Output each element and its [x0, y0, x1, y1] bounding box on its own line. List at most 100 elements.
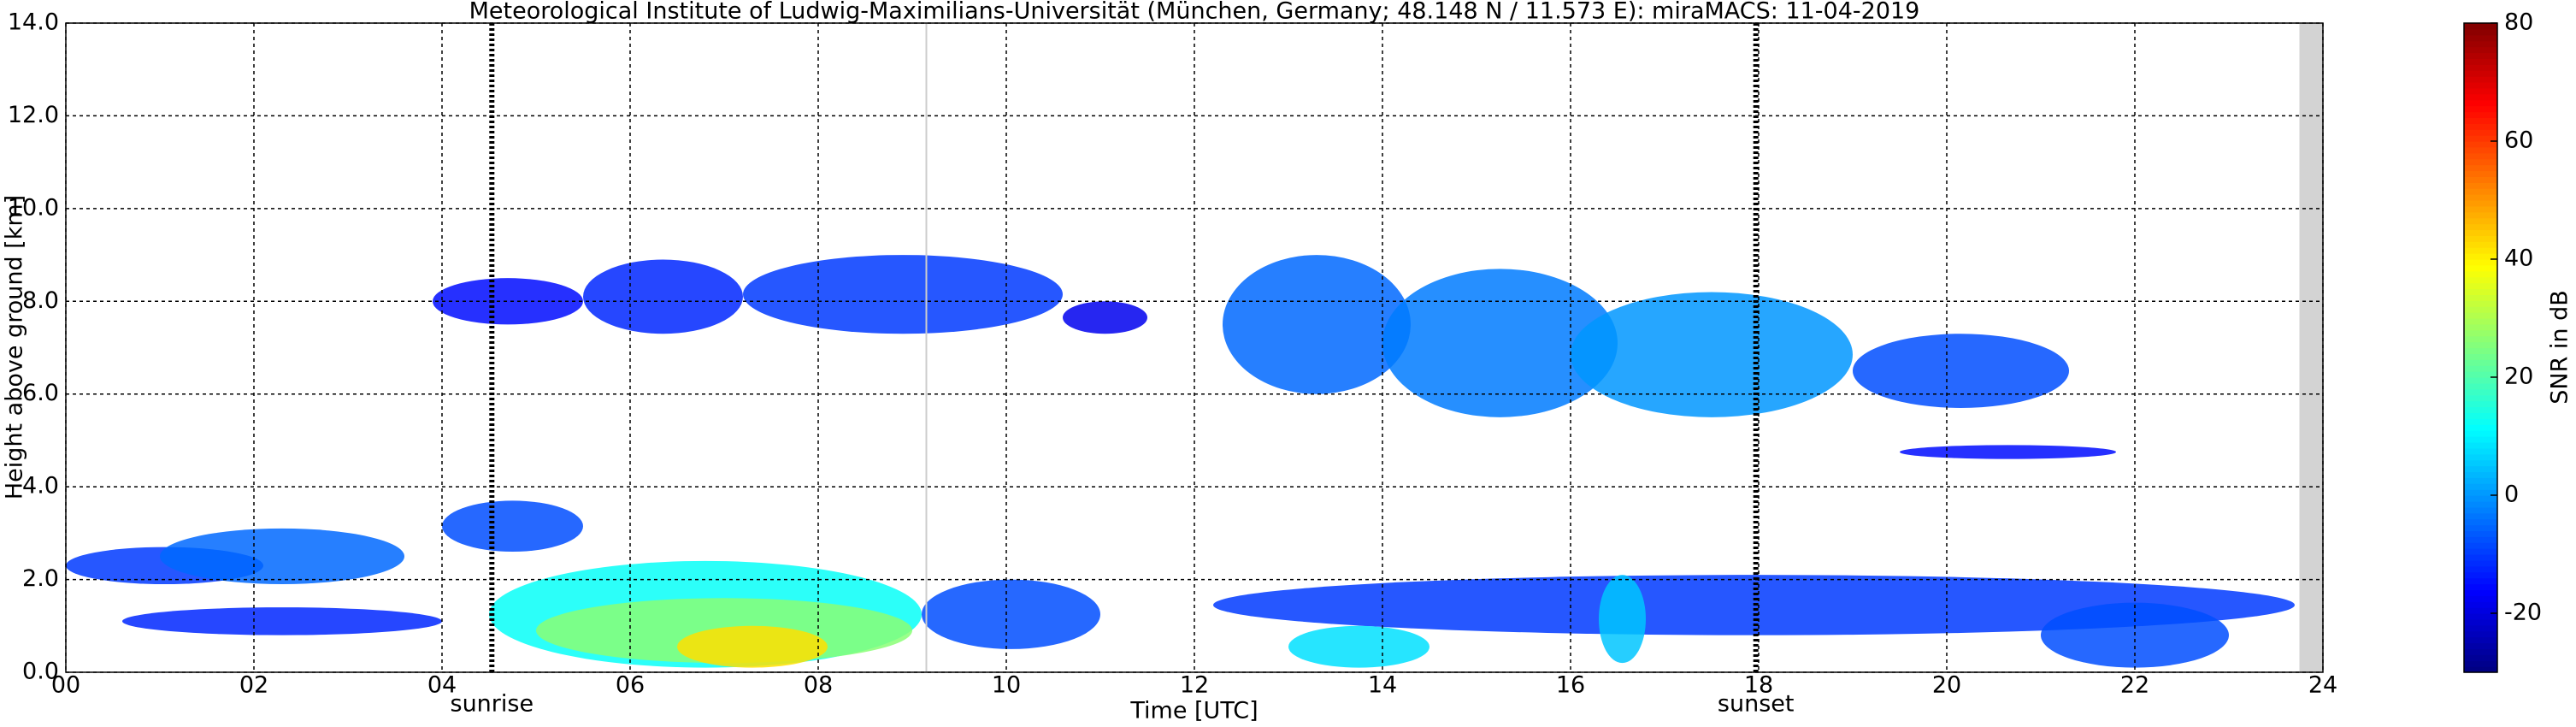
colorbar-segment	[2464, 241, 2497, 248]
y-tick-label: 4.0	[22, 473, 59, 499]
x-axis-label: Time [UTC]	[1129, 698, 1258, 724]
colorbar-segment	[2464, 205, 2497, 213]
colorbar-segment	[2464, 58, 2497, 65]
colorbar-segment	[2464, 323, 2497, 331]
colorbar-segment	[2464, 506, 2497, 514]
radar-echo	[1063, 301, 1147, 334]
colorbar-segment	[2464, 135, 2497, 142]
radar-echo	[922, 579, 1100, 649]
radar-echo	[677, 625, 828, 668]
colorbar-segment	[2464, 412, 2497, 419]
x-tick-label: 06	[616, 672, 645, 699]
colorbar-segment	[2464, 436, 2497, 443]
colorbar-segment	[2464, 105, 2497, 113]
radar-echo	[1900, 445, 2116, 459]
radar-echo	[743, 255, 1063, 334]
colorbar-segment	[2464, 601, 2497, 608]
colorbar-tick-label: 0	[2504, 482, 2519, 508]
colorbar-segment	[2464, 111, 2497, 118]
colorbar-segment	[2464, 636, 2497, 644]
colorbar-segment	[2464, 70, 2497, 77]
colorbar-segment	[2464, 524, 2497, 531]
event-label: sunrise	[451, 691, 534, 718]
colorbar-segment	[2464, 40, 2497, 48]
colorbar-segment	[2464, 453, 2497, 461]
colorbar-segment	[2464, 23, 2497, 30]
y-tick-label: 10.0	[8, 194, 59, 221]
colorbar-segment	[2464, 554, 2497, 561]
radar-echo	[1853, 334, 2069, 408]
x-tick-label: 00	[51, 672, 80, 699]
radar-echo	[1382, 269, 1618, 417]
radar-echo	[1599, 575, 1646, 664]
y-axis-label: Height above ground [km]	[2, 195, 28, 499]
x-tick-label: 18	[1744, 672, 1773, 699]
colorbar-segment	[2464, 276, 2497, 284]
colorbar-segment	[2464, 483, 2497, 490]
event-label: sunset	[1718, 691, 1795, 718]
colorbar-segment	[2464, 595, 2497, 602]
colorbar-segment	[2464, 489, 2497, 496]
colorbar-segment	[2464, 253, 2497, 260]
colorbar-segment	[2464, 264, 2497, 272]
colorbar-segment	[2464, 565, 2497, 573]
colorbar-segment	[2464, 359, 2497, 366]
colorbar-segment	[2464, 518, 2497, 526]
colorbar-segment	[2464, 512, 2497, 520]
colorbar-segment	[2464, 87, 2497, 95]
colorbar-segment	[2464, 34, 2497, 42]
colorbar-segment	[2464, 223, 2497, 231]
colorbar-segment	[2464, 217, 2497, 225]
colorbar-segment	[2464, 82, 2497, 89]
colorbar-segment	[2464, 99, 2497, 107]
colorbar-segment	[2464, 200, 2497, 207]
colorbar-segment	[2464, 235, 2497, 242]
colorbar-segment	[2464, 447, 2497, 455]
colorbar-tick-label: 60	[2504, 127, 2533, 154]
colorbar-segment	[2464, 194, 2497, 201]
colorbar-segment	[2464, 424, 2497, 431]
colorbar-segment	[2464, 76, 2497, 83]
colorbar-segment	[2464, 158, 2497, 166]
colorbar-segment	[2464, 129, 2497, 136]
colorbar-segment	[2464, 270, 2497, 278]
radar-echo	[433, 278, 583, 325]
colorbar-segment	[2464, 170, 2497, 177]
colorbar-segment	[2464, 164, 2497, 172]
radar-echo	[583, 259, 743, 334]
y-tick-label: 6.0	[22, 380, 59, 406]
x-tick-label: 08	[804, 672, 833, 699]
colorbar-segment	[2464, 406, 2497, 413]
colorbar-segment	[2464, 441, 2497, 449]
colorbar-segment	[2464, 306, 2497, 313]
colorbar-segment	[2464, 64, 2497, 71]
y-tick-label: 2.0	[22, 565, 59, 592]
colorbar-segment	[2464, 117, 2497, 124]
colorbar-segment	[2464, 93, 2497, 101]
colorbar-segment	[2464, 530, 2497, 537]
colorbar-segment	[2464, 613, 2497, 620]
colorbar-segment	[2464, 571, 2497, 579]
colorbar-segment	[2464, 471, 2497, 478]
colorbar-segment	[2464, 371, 2497, 378]
colorbar-segment	[2464, 259, 2497, 266]
colorbar-segment	[2464, 52, 2497, 59]
colorbar-segment	[2464, 654, 2497, 661]
colorbar-segment	[2464, 618, 2497, 626]
colorbar-segment	[2464, 335, 2497, 343]
radar-echo	[442, 500, 583, 553]
x-tick-label: 16	[1556, 672, 1585, 699]
colorbar-label: SNR in dB	[2547, 290, 2573, 405]
y-tick-label: 0.0	[22, 659, 59, 685]
no-data-band	[2299, 23, 2323, 672]
colorbar-segment	[2464, 182, 2497, 189]
colorbar-segment	[2464, 394, 2497, 402]
colorbar-segment	[2464, 583, 2497, 590]
colorbar-segment	[2464, 500, 2497, 508]
x-tick-label: 24	[2308, 672, 2337, 699]
colorbar-segment	[2464, 329, 2497, 337]
colorbar-segment	[2464, 288, 2497, 295]
radar-echo	[122, 607, 442, 635]
colorbar-segment	[2464, 660, 2497, 667]
